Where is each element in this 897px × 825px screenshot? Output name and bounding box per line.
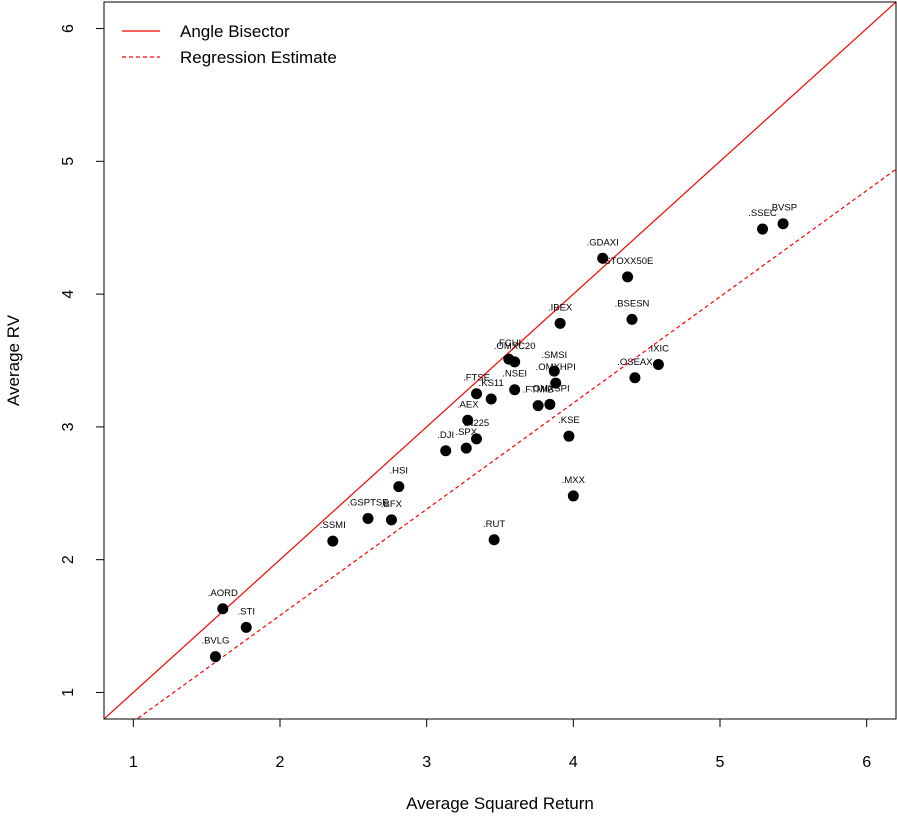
point-stoxx50e — [622, 271, 634, 283]
point-label: .FTMIB — [523, 385, 554, 396]
point-label: .IXIC — [648, 343, 669, 354]
legend-label: Angle Bisector — [180, 22, 290, 41]
y-tick-label: 3 — [60, 422, 77, 431]
point-label: .GDAXI — [587, 237, 619, 248]
point-spx — [460, 442, 472, 454]
point-ssmi — [327, 535, 339, 547]
point-hsi — [393, 481, 405, 493]
point-labels: .AORD.STI.BVLG.SSMI.GSPTSE.BFX.HSI.DJI .S… — [201, 203, 797, 647]
point-gsptse — [362, 513, 374, 525]
point-aord — [217, 603, 229, 615]
point-mxx — [567, 490, 579, 502]
point-label: .AEX — [457, 399, 479, 410]
point-label: .MXX — [562, 475, 586, 486]
point-ixic — [652, 358, 664, 370]
reference-lines — [104, 2, 896, 719]
x-tick-label: 5 — [716, 754, 725, 771]
point-label: .IBEX — [548, 302, 573, 313]
point-label: .SMSI — [541, 350, 567, 361]
point-label: .STOXX50E — [602, 256, 654, 267]
y-axis: 1 2 3 4 5 6 — [60, 24, 105, 697]
point-label: .SSEC — [748, 208, 777, 219]
point-n225 — [471, 433, 483, 445]
x-tick-label: 3 — [422, 754, 431, 771]
point-label: .OMXHPI — [536, 362, 576, 373]
y-tick-label: 4 — [60, 290, 77, 299]
point-kse — [563, 430, 575, 442]
point-label: .N225 — [464, 418, 489, 429]
line-angle-bisector — [104, 2, 896, 719]
data-points — [209, 218, 789, 663]
point-label: .RUT — [483, 519, 505, 530]
point-ks11 — [485, 393, 497, 405]
point-label: .BVLG — [201, 636, 229, 647]
y-tick-label: 1 — [60, 688, 77, 697]
point-smsi — [548, 365, 560, 377]
point-bvsp — [777, 218, 789, 230]
point-nsei — [509, 384, 521, 396]
point-label: .STI — [238, 606, 255, 617]
point-label: .BVSP — [769, 203, 797, 214]
point-label: .OSEAX — [617, 357, 653, 368]
point-ssec — [757, 223, 769, 235]
point-aex — [462, 414, 474, 426]
point-omxspi — [544, 398, 556, 410]
point-ibex — [554, 317, 566, 329]
point-omxc20 — [509, 356, 521, 368]
point-bfx — [385, 514, 397, 526]
point-label: .GSPTSE — [347, 498, 388, 509]
point-label: .AORD — [208, 588, 238, 599]
x-tick-label: 4 — [569, 754, 578, 771]
point-rut — [488, 534, 500, 546]
y-axis-title: Average RV — [4, 314, 23, 406]
x-tick-label: 1 — [129, 754, 138, 771]
point-label: .NSEI — [502, 369, 527, 380]
point-label: .HSI — [390, 466, 408, 477]
point-omxhpi — [550, 377, 562, 389]
point-sti — [240, 621, 252, 633]
point-bsesn — [626, 313, 638, 325]
line-regression-estimate — [135, 168, 896, 719]
point-label: .BFX — [381, 499, 403, 510]
point-label: .SSMI — [320, 520, 346, 531]
point-oseax — [629, 372, 641, 384]
legend-label: Regression Estimate — [180, 48, 337, 67]
point-dji — [440, 445, 452, 457]
legend: Angle Bisector Regression Estimate — [122, 22, 337, 67]
point-label: .FTSE — [463, 373, 490, 384]
point-gdaxi — [597, 252, 609, 264]
point-label: .DJI — [437, 430, 454, 441]
point-label: .OMXSPI — [530, 383, 570, 394]
y-tick-label: 2 — [60, 555, 77, 564]
point-label: .SPX — [455, 427, 477, 438]
point-label: .OMXC20 — [494, 341, 536, 352]
point-label: .KS11 — [479, 378, 504, 389]
x-tick-label: 2 — [276, 754, 285, 771]
point-label: .KSE — [558, 415, 580, 426]
point-label: .FCHI — [496, 338, 521, 349]
x-axis: 1 2 3 4 5 6 — [129, 718, 871, 771]
point-ftse — [471, 388, 483, 400]
point-ftmib — [532, 400, 544, 412]
x-tick-label: 6 — [862, 754, 871, 771]
y-tick-label: 6 — [60, 24, 77, 33]
point-label: .BSESN — [615, 298, 650, 309]
y-tick-label: 5 — [60, 157, 77, 166]
point-bvlg — [209, 651, 221, 663]
x-axis-title: Average Squared Return — [406, 794, 594, 813]
